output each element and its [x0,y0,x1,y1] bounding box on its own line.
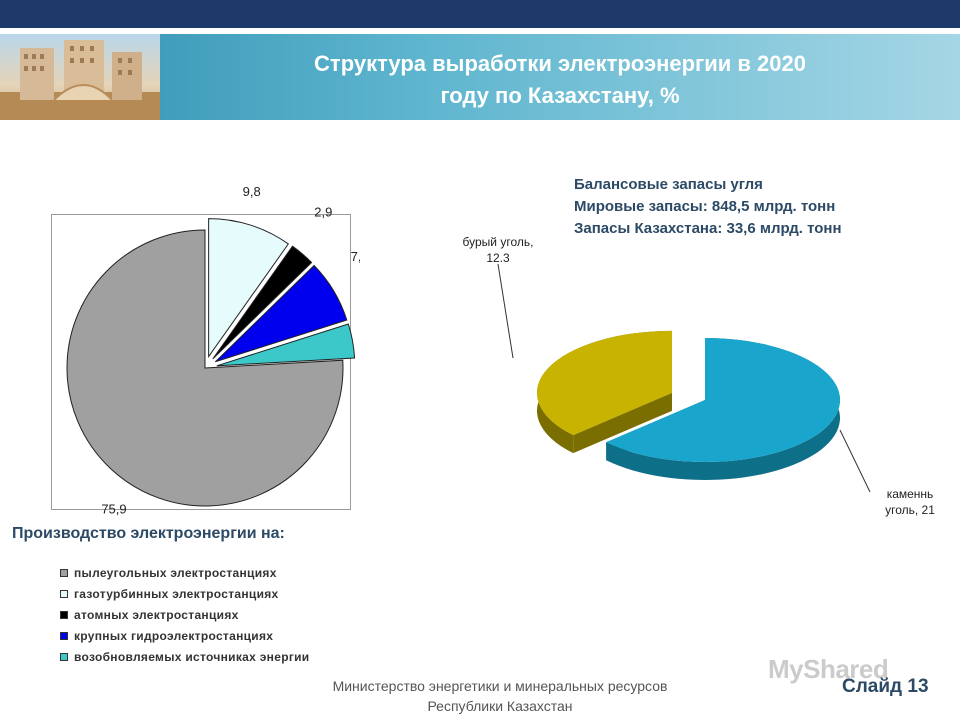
pie-slice [216,323,356,367]
pie-data-label: бурый уголь, [463,235,534,249]
legend-label: атомных электростанциях [74,607,239,622]
legend-swatch [60,610,68,619]
legend-swatch [60,631,68,640]
legend-swatch [60,652,68,661]
pie-data-label: 75,9 [101,501,126,516]
footer: Министерство энергетики и минеральных ре… [300,676,700,716]
building-image [0,34,160,120]
legend-label: крупных гидроэлектростанциях [74,628,274,643]
top-bar [0,0,960,28]
legend-item: пылеугольных электростанциях [60,562,309,583]
pie-data-label: 2,9 [314,204,332,219]
coal-info-world: Мировые запасы: 848,5 млрд. тонн [574,198,836,215]
electricity-pie-chart: 75,99,82,97,44 [66,184,360,516]
legend-label: газотурбинных электростанциях [74,586,279,601]
pie-data-label: уголь, 21 [885,503,935,517]
legend-item: атомных электростанциях [60,604,309,625]
slide-title: Структура выработки электроэнергии в 202… [200,48,920,112]
legend-item: крупных гидроэлектростанциях [60,625,309,646]
pie-slice [214,264,348,363]
pie-slice-wall [573,330,672,454]
slide-number: Слайд 13 [842,676,929,697]
pie-data-label: 9,8 [243,184,261,199]
legend-item: возобновляемых источниках энергии [60,646,309,667]
pie-slice [212,245,313,360]
top-bar-accent [0,28,960,34]
pie-legend: пылеугольных электростанциях газотурбинн… [60,562,309,667]
leader-line [839,429,871,493]
coal-info-kazakhstan: Запасы Казахстана: 33,6 млрд. тонн [574,220,842,237]
pie-data-label: каменнь [887,487,934,501]
pie-slice [208,218,290,359]
legend-label: пылеугольных электростанциях [74,565,277,580]
pie-data-label: 7,4 [351,249,360,264]
legend-swatch [60,589,68,598]
slide-title-line1: Структура выработки электроэнергии в 202… [314,51,806,76]
footer-line2: Республики Казахстан [427,698,573,714]
coal-reserves-info: Балансовые запасы угля Мировые запасы: 8… [574,174,842,240]
legend-item: газотурбинных электростанциях [60,583,309,604]
header-band [0,34,960,120]
pie-slice-side [606,338,840,480]
legend-label: возобновляемых источниках энергии [74,649,310,664]
pie-slice [66,229,344,507]
leader-line [497,263,514,359]
footer-line1: Министерство энергетики и минеральных ре… [332,678,668,694]
pie-slice [536,330,672,436]
coal-info-heading: Балансовые запасы угля [574,176,763,193]
pie-data-label: 12.3 [486,251,510,265]
legend-swatch [60,568,68,577]
pie-slice [606,338,840,462]
section-label: Производство электроэнергии на: [12,525,285,542]
slide-title-line2: году по Казахстану, % [440,83,680,108]
coal-reserves-pie-chart: бурый уголь, 12.3 каменнь уголь, 21 [463,235,936,517]
watermark: MyShared [768,654,889,684]
